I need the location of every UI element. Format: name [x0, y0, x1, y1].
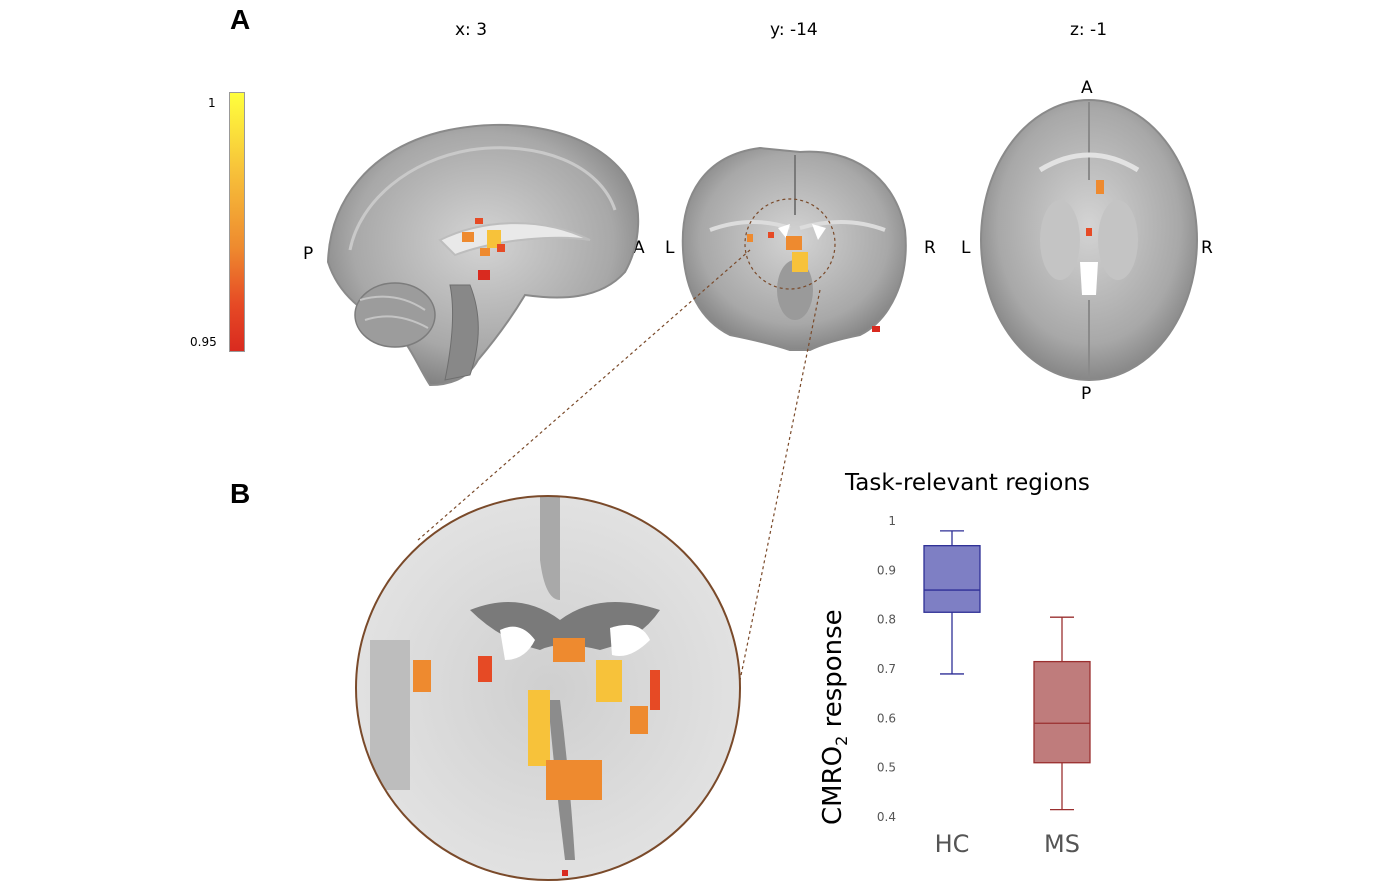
colorbar-max-label: 1	[208, 96, 216, 110]
panel-label-a: A	[230, 4, 251, 35]
axial-coord-label: z: -1	[1070, 20, 1108, 40]
sagittal-slice	[326, 123, 640, 387]
axial-slice	[980, 99, 1198, 381]
coronal-right-orient: R	[924, 238, 936, 258]
coronal-left-orient: L	[665, 238, 675, 258]
category-label: HC	[935, 830, 970, 858]
axial-right-orient: R	[1201, 238, 1213, 258]
sagittal-coord-label: x: 3	[455, 20, 488, 40]
y-tick-label: 1	[888, 514, 896, 528]
category-label: MS	[1044, 830, 1080, 858]
y-tick-label: 0.5	[877, 761, 896, 775]
box-ms	[1033, 660, 1091, 764]
box-hc	[923, 545, 981, 613]
colorbar-min-label: 0.95	[190, 335, 217, 349]
boxplot-chart: 0.4 0.5 0.6 0.7 0.8 0.9 1 HC MS	[877, 514, 1091, 858]
coronal-slice	[681, 146, 907, 351]
y-tick-label: 0.7	[877, 662, 896, 676]
ylabel-main: CMRO	[818, 745, 848, 825]
ylabel-tail: response	[818, 609, 848, 736]
sagittal-right-orient: A	[633, 238, 645, 258]
axial-bottom-orient: P	[1081, 384, 1092, 404]
axial-left-orient: L	[961, 238, 971, 258]
axial-top-orient: A	[1081, 78, 1093, 98]
y-tick-label: 0.6	[877, 711, 896, 725]
y-tick-label: 0.9	[877, 563, 896, 577]
ylabel-subscript: 2	[832, 735, 852, 746]
boxplot-title: Task-relevant regions	[845, 470, 1090, 496]
y-tick-label: 0.8	[877, 613, 896, 627]
sagittal-left-orient: P	[303, 244, 314, 264]
panel-label-b: B	[230, 478, 251, 509]
zoom-inset	[355, 495, 741, 881]
coronal-coord-label: y: -14	[770, 20, 818, 40]
colorbar	[229, 92, 245, 352]
y-tick-label: 0.4	[877, 810, 896, 824]
